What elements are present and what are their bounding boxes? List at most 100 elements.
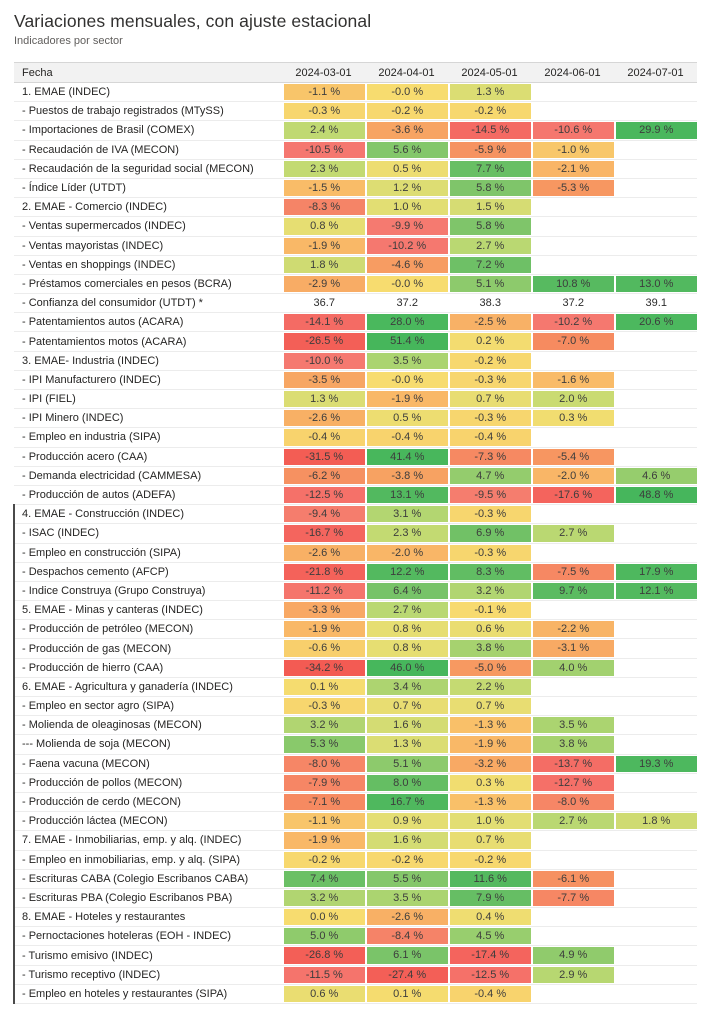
value-cell: 2.3 % bbox=[365, 523, 448, 544]
value-cell: 0.6 % bbox=[448, 619, 531, 640]
value-cell: -0.1 % bbox=[448, 600, 531, 621]
value-cell: 0.0 % bbox=[282, 907, 365, 928]
cell-value: -7.7 % bbox=[532, 889, 614, 907]
column-header-date-3[interactable]: 2024-06-01 bbox=[531, 62, 614, 83]
table-row: - Préstamos comerciales en pesos (BCRA) -… bbox=[14, 274, 697, 295]
table-row: 5. EMAE - Minas y canteras (INDEC) -3.3 %… bbox=[14, 600, 697, 621]
empty-cell bbox=[614, 427, 697, 448]
row-label: - Turismo receptivo (INDEC) bbox=[14, 965, 282, 985]
cell-value: 2.0 % bbox=[532, 391, 614, 408]
value-cell: -6.1 % bbox=[531, 869, 614, 889]
cell-value: 2.7 % bbox=[449, 237, 531, 254]
cell-value: 4.7 % bbox=[449, 467, 531, 484]
row-label: - Demanda electricidad (CAMMESA) bbox=[14, 466, 282, 486]
empty-cell bbox=[531, 101, 614, 122]
value-cell: 28.0 % bbox=[365, 312, 448, 333]
cell-value: 7.9 % bbox=[449, 889, 531, 907]
table-row: - Recaudación de IVA (MECON) -10.5 % 5.6 %… bbox=[14, 140, 697, 160]
value-cell: -9.5 % bbox=[448, 485, 531, 506]
table-row: 8. EMAE - Hoteles y restaurantes 0.0 % -2.… bbox=[14, 907, 697, 928]
cell-value: -16.7 % bbox=[283, 525, 365, 542]
value-cell: -11.2 % bbox=[282, 581, 365, 602]
table-row: - Producción de autos (ADEFA) -12.5 % 13.1… bbox=[14, 485, 697, 506]
cell-value: 4.5 % bbox=[449, 928, 531, 945]
table-row: - Ventas mayoristas (INDEC) -1.9 % -10.2 %… bbox=[14, 236, 697, 256]
value-cell: -10.6 % bbox=[531, 120, 614, 141]
cell-value: -3.5 % bbox=[283, 371, 365, 388]
value-cell: -12.5 % bbox=[448, 965, 531, 985]
value-cell: 13.0 % bbox=[614, 274, 697, 295]
empty-cell bbox=[614, 696, 697, 717]
value-cell: -2.6 % bbox=[365, 907, 448, 928]
value-cell: -0.3 % bbox=[282, 101, 365, 122]
cell-value: -1.3 % bbox=[449, 717, 531, 734]
value-cell: 4.0 % bbox=[531, 658, 614, 678]
row-label: 3. EMAE- Industria (INDEC) bbox=[14, 351, 282, 371]
cell-value: -4.6 % bbox=[366, 256, 448, 273]
cell-value: -9.5 % bbox=[449, 486, 531, 504]
value-cell: -34.2 % bbox=[282, 658, 365, 678]
value-cell: 20.6 % bbox=[614, 312, 697, 333]
table-row: - Importaciones de Brasil (COMEX) 2.4 % -3… bbox=[14, 120, 697, 141]
value-cell: -17.6 % bbox=[531, 485, 614, 506]
value-cell: 11.6 % bbox=[448, 869, 531, 889]
column-header-date-4[interactable]: 2024-07-01 bbox=[614, 62, 697, 83]
cell-value: 2.7 % bbox=[532, 525, 614, 542]
empty-cell bbox=[614, 984, 697, 1005]
row-label: - Producción de cerdo (MECON) bbox=[14, 792, 282, 813]
value-cell: -10.2 % bbox=[365, 236, 448, 256]
cell-value: -0.2 % bbox=[366, 103, 448, 120]
row-label: - Producción de hierro (CAA) bbox=[14, 658, 282, 678]
column-header-date-1[interactable]: 2024-04-01 bbox=[365, 62, 448, 83]
cell-value: -0.2 % bbox=[366, 851, 448, 868]
empty-cell bbox=[614, 504, 697, 525]
value-cell: -2.2 % bbox=[531, 619, 614, 640]
row-label: - Puestos de trabajo registrados (MTySS) bbox=[14, 101, 282, 122]
column-header-fecha[interactable]: Fecha bbox=[14, 62, 282, 83]
value-cell: 0.8 % bbox=[282, 216, 365, 237]
cell-value: 37.2 bbox=[396, 297, 418, 310]
cell-value: 0.1 % bbox=[283, 678, 365, 695]
value-cell: 1.5 % bbox=[448, 197, 531, 218]
value-cell: -0.6 % bbox=[282, 638, 365, 659]
cell-value: 1.3 % bbox=[283, 391, 365, 408]
cell-value: 9.7 % bbox=[532, 582, 614, 600]
value-cell: -0.3 % bbox=[448, 370, 531, 391]
row-label: - Confianza del consumidor (UTDT) * bbox=[14, 293, 282, 314]
value-cell: 0.5 % bbox=[365, 408, 448, 429]
value-cell: -0.4 % bbox=[282, 427, 365, 448]
cell-value: -1.9 % bbox=[283, 237, 365, 254]
value-cell: 8.3 % bbox=[448, 562, 531, 582]
cell-value: 5.3 % bbox=[283, 736, 365, 753]
cell-value: -0.3 % bbox=[449, 544, 531, 561]
value-cell: -7.3 % bbox=[448, 447, 531, 467]
cell-value: 5.5 % bbox=[366, 870, 448, 887]
value-cell: 3.4 % bbox=[365, 677, 448, 698]
empty-cell bbox=[614, 331, 697, 352]
empty-cell bbox=[614, 197, 697, 218]
column-header-date-2[interactable]: 2024-05-01 bbox=[448, 62, 531, 83]
empty-cell bbox=[531, 236, 614, 256]
value-cell: -3.3 % bbox=[282, 600, 365, 621]
table-row: --- Molienda de soja (MECON) 5.3 % 1.3 % -1… bbox=[14, 734, 697, 755]
value-cell: 2.9 % bbox=[531, 965, 614, 985]
value-cell: -7.1 % bbox=[282, 792, 365, 813]
value-cell: -26.8 % bbox=[282, 945, 365, 966]
cell-value: -0.3 % bbox=[449, 506, 531, 523]
cell-value: 12.1 % bbox=[615, 582, 697, 600]
column-header-date-0[interactable]: 2024-03-01 bbox=[282, 62, 365, 83]
value-cell: 6.1 % bbox=[365, 945, 448, 966]
table-row: - Turismo emisivo (INDEC) -26.8 % 6.1 % -17… bbox=[14, 945, 697, 966]
value-cell: 0.7 % bbox=[448, 696, 531, 717]
cell-value: -9.4 % bbox=[283, 506, 365, 523]
cell-value: -11.5 % bbox=[283, 966, 365, 983]
cell-value: -1.9 % bbox=[283, 832, 365, 849]
cell-value: 3.8 % bbox=[449, 640, 531, 657]
cell-value: 0.7 % bbox=[449, 832, 531, 849]
cell-value: 6.4 % bbox=[366, 582, 448, 600]
cell-value: -0.3 % bbox=[449, 371, 531, 388]
empty-cell bbox=[614, 523, 697, 544]
value-cell: 2.2 % bbox=[448, 677, 531, 698]
value-cell: 3.8 % bbox=[531, 734, 614, 755]
value-cell: 0.7 % bbox=[448, 830, 531, 851]
